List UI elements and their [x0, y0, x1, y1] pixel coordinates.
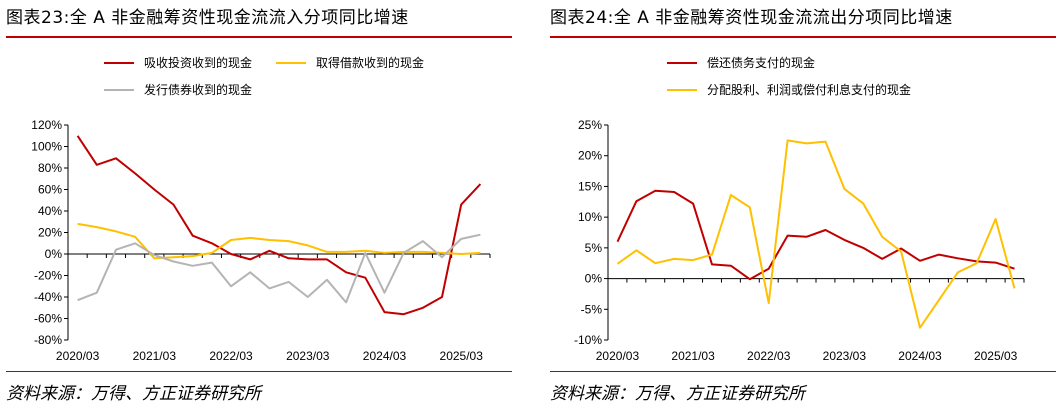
legend-label: 吸收投资收到的现金 [144, 55, 252, 70]
y-tick-label: 5% [585, 241, 603, 255]
legend-label: 偿还债务支付的现金 [707, 55, 815, 70]
y-tick-label: -5% [581, 302, 603, 316]
inflow-line-chart: 120% 100% 80% 60% 40% 20% 0% -20% -40% -60% -80% 20… [31, 55, 491, 363]
x-tick-label: 2024/03 [363, 349, 407, 363]
x-tick-label: 2020/03 [596, 349, 640, 363]
series-line [77, 222, 481, 260]
y-tick-label: 20% [38, 226, 62, 240]
x-tick-label: 2025/03 [974, 349, 1018, 363]
y-tick-label: 80% [38, 161, 62, 175]
x-tick-label: 2023/03 [286, 349, 330, 363]
y-tick-label: 15% [578, 179, 602, 193]
source-note: 资料来源：万得、方正证券研究所 [6, 384, 261, 404]
legend-label: 分配股利、利润或偿付利息支付的现金 [707, 82, 911, 97]
x-tick-label: 2021/03 [133, 349, 177, 363]
chart-title: 图表24:全 A 非金融筹资性现金流流出分项同比增速 [550, 8, 953, 28]
x-tick-label: 2025/03 [440, 349, 484, 363]
x-tick-label: 2024/03 [898, 349, 942, 363]
series-line [616, 139, 1016, 329]
source-divider [550, 371, 1056, 372]
y-tick-label: 0% [585, 272, 603, 286]
y-tick-label: -60% [34, 312, 62, 326]
y-tick-label: -10% [574, 333, 602, 347]
x-tick-label: 2022/03 [209, 349, 253, 363]
chart-title: 图表23:全 A 非金融筹资性现金流流入分项同比增速 [6, 8, 409, 28]
series-line [76, 135, 482, 316]
y-tick-label: 10% [578, 210, 602, 224]
y-tick-label: 0% [45, 247, 63, 261]
chart-panel-inflow: 图表23:全 A 非金融筹资性现金流流入分项同比增速 120% 100% 80% 60… [6, 0, 516, 412]
x-tick-label: 2023/03 [823, 349, 867, 363]
source-divider [6, 371, 512, 372]
y-tick-label: 100% [31, 140, 62, 154]
chart-panel-outflow: 图表24:全 A 非金融筹资性现金流流出分项同比增速 25% 20% 15% 10% 5… [550, 0, 1060, 412]
source-note: 资料来源：万得、方正证券研究所 [550, 384, 805, 404]
series-line [77, 233, 481, 304]
legend-label: 取得借款收到的现金 [316, 55, 424, 70]
y-tick-label: 60% [38, 183, 62, 197]
y-tick-label: -20% [34, 269, 62, 283]
legend-label: 发行债券收到的现金 [144, 82, 252, 97]
y-tick-label: 40% [38, 204, 62, 218]
x-tick-label: 2021/03 [671, 349, 715, 363]
x-tick-label: 2022/03 [747, 349, 791, 363]
y-tick-label: -80% [34, 333, 62, 347]
y-tick-label: 25% [578, 118, 602, 132]
y-tick-label: 20% [578, 149, 602, 163]
y-tick-label: -40% [34, 290, 62, 304]
outflow-line-chart: 25% 20% 15% 10% 5% 0% -5% -10% 2020/03 2021/03 202… [574, 55, 1025, 363]
x-tick-label: 2020/03 [56, 349, 100, 363]
title-divider [550, 36, 1056, 38]
y-tick-label: 120% [31, 118, 62, 132]
title-divider [6, 36, 512, 38]
series-line [616, 189, 1015, 281]
